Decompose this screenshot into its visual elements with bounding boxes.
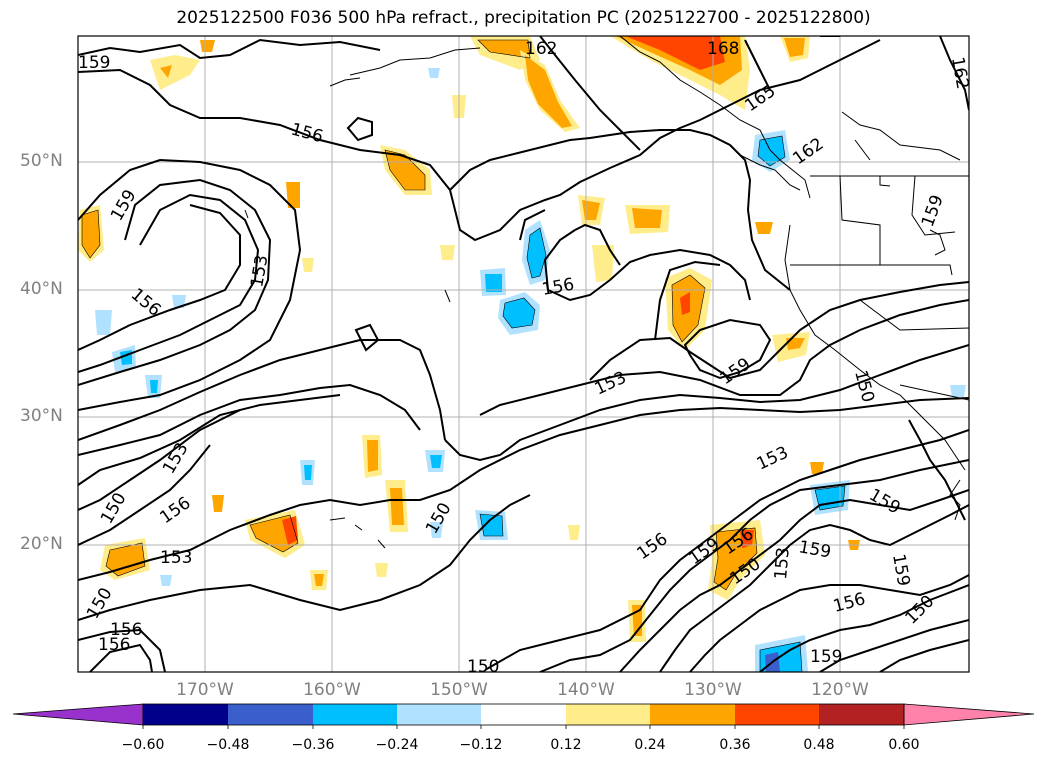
lon-label-150w: 150°W (430, 680, 488, 700)
precip-negative-areas (95, 68, 966, 672)
colorbar-bin (819, 704, 904, 725)
colorbar-tick-label: −0.36 (291, 737, 335, 753)
contour-label: 156 (110, 620, 142, 640)
colorbar-tick-label: 0.60 (888, 737, 920, 753)
lat-label-40n: 40°N (20, 279, 63, 299)
lat-label-50n: 50°N (20, 151, 63, 171)
contour-label: 162 (789, 134, 827, 169)
contour-label: 156 (633, 529, 671, 564)
contour-label: 150 (422, 499, 456, 537)
lon-label-170w: 170°W (176, 680, 234, 700)
colorbar-bin (566, 704, 650, 725)
contour-label: 159 (78, 53, 110, 73)
contour-label: 150 (901, 591, 938, 628)
contour-label: 150 (97, 489, 131, 527)
contour-label: 159 (797, 537, 832, 562)
colorbar-bin (481, 704, 566, 725)
contour-label: 150 (467, 657, 499, 677)
precip-positive-areas (78, 36, 860, 642)
contour-label: 156 (289, 120, 326, 148)
contour-label: 168 (707, 39, 739, 59)
colorbar-extend-high (903, 703, 1035, 726)
colorbar-tick-label: −0.12 (459, 737, 503, 753)
contour-label: 156 (540, 275, 575, 300)
plot-frame (77, 35, 970, 673)
contour-label: 159 (888, 552, 913, 587)
lon-label-130w: 130°W (684, 680, 742, 700)
lon-label-140w: 140°W (557, 680, 615, 700)
colorbar-extend-low (12, 703, 144, 726)
colorbar-bin (143, 704, 228, 725)
contour-label: 159 (810, 647, 842, 667)
graticule (78, 36, 969, 672)
height-contours (78, 36, 969, 672)
colorbar-bin (313, 704, 397, 725)
colorbar-tick-label: 0.24 (634, 737, 666, 753)
contour-labels: 159 162 168 162 165 162 156 159 153 156 … (78, 39, 972, 677)
contour-label: 159 (918, 192, 948, 229)
contour-label: 156 (156, 493, 194, 528)
colorbar-tick-label: 0.12 (550, 737, 582, 753)
map-title: 2025122500 F036 500 hPa refract., precip… (176, 8, 871, 28)
coastlines (244, 36, 969, 549)
colorbar-tick-label: −0.24 (375, 737, 419, 753)
lon-label-160w: 160°W (303, 680, 361, 700)
contour-label: 150 (850, 368, 878, 405)
colorbar-tick-label: −0.60 (121, 737, 165, 753)
contour-label: 159 (866, 485, 904, 519)
lon-label-120w: 120°W (811, 680, 869, 700)
contour-label: 162 (525, 39, 557, 59)
contour-label: 153 (771, 546, 794, 580)
colorbar-bin (228, 704, 313, 725)
lat-label-20n: 20°N (20, 534, 63, 554)
colorbar (12, 703, 1035, 729)
contour-label: 153 (247, 253, 272, 288)
colorbar-tick-label: 0.48 (803, 737, 835, 753)
contour-label: 153 (160, 548, 192, 568)
colorbar-bin (735, 704, 819, 725)
contour-label: 156 (831, 589, 868, 617)
contour-label: 159 (716, 354, 754, 389)
colorbar-bin (397, 704, 481, 725)
colorbar-tick-label: 0.36 (719, 737, 751, 753)
colorbar-bin (650, 704, 735, 725)
contour-label: 156 (98, 635, 130, 655)
lat-label-30n: 30°N (20, 406, 63, 426)
contour-label: 162 (947, 55, 972, 90)
colorbar-tick-label: −0.48 (206, 737, 250, 753)
contour-label: 153 (754, 443, 792, 475)
